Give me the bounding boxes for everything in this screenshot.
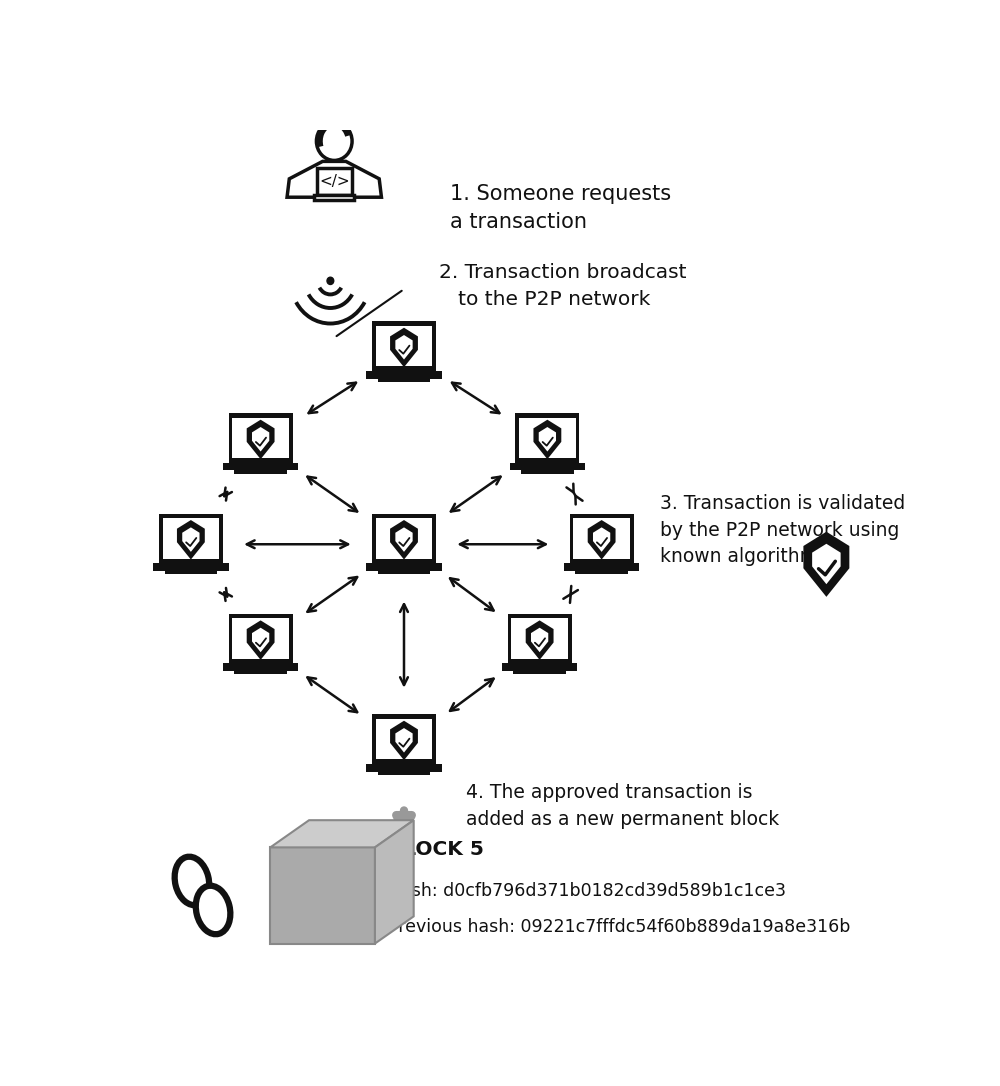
- Text: 1. Someone requests
a transaction: 1. Someone requests a transaction: [450, 185, 672, 232]
- Bar: [564, 563, 639, 571]
- Circle shape: [316, 122, 352, 161]
- Bar: [165, 571, 217, 573]
- Polygon shape: [177, 520, 205, 559]
- Bar: [376, 719, 432, 759]
- Bar: [232, 618, 289, 659]
- Bar: [515, 414, 579, 463]
- Bar: [372, 321, 436, 370]
- Polygon shape: [390, 520, 418, 559]
- Ellipse shape: [175, 857, 209, 906]
- Polygon shape: [395, 336, 413, 359]
- Bar: [153, 563, 229, 571]
- Bar: [317, 168, 352, 194]
- Polygon shape: [588, 520, 616, 559]
- Text: </>: </>: [319, 174, 350, 189]
- Bar: [502, 664, 577, 671]
- Polygon shape: [533, 419, 561, 459]
- Text: BLOCK 5: BLOCK 5: [388, 839, 484, 859]
- Bar: [314, 194, 354, 200]
- Ellipse shape: [196, 886, 230, 934]
- Bar: [163, 518, 219, 559]
- Polygon shape: [395, 728, 413, 753]
- Polygon shape: [812, 544, 841, 584]
- Bar: [378, 771, 430, 774]
- Bar: [508, 614, 572, 664]
- Text: 3. Transaction is validated
by the P2P network using
known algorithms: 3. Transaction is validated by the P2P n…: [660, 494, 905, 566]
- Text: 2. Transaction broadcast
   to the P2P network: 2. Transaction broadcast to the P2P netw…: [439, 263, 686, 308]
- Polygon shape: [247, 620, 275, 660]
- Bar: [521, 470, 574, 473]
- Bar: [511, 618, 568, 659]
- Polygon shape: [287, 162, 381, 198]
- Bar: [372, 715, 436, 763]
- Bar: [519, 417, 576, 458]
- Bar: [232, 417, 289, 458]
- Bar: [378, 379, 430, 381]
- Text: 4. The approved transaction is
added as a new permanent block: 4. The approved transaction is added as …: [466, 783, 779, 829]
- Polygon shape: [593, 528, 610, 552]
- Text: Previous hash: 09221c7fffdc54f60b889da19a8e316b: Previous hash: 09221c7fffdc54f60b889da19…: [388, 919, 851, 936]
- Polygon shape: [395, 528, 413, 552]
- Bar: [234, 671, 287, 674]
- Bar: [376, 518, 432, 559]
- Bar: [159, 514, 223, 563]
- Polygon shape: [270, 847, 375, 944]
- Bar: [234, 470, 287, 473]
- Polygon shape: [803, 532, 849, 597]
- Bar: [229, 414, 293, 463]
- Bar: [223, 463, 298, 470]
- Bar: [378, 571, 430, 573]
- Bar: [229, 614, 293, 664]
- Bar: [376, 326, 432, 366]
- Bar: [573, 518, 630, 559]
- Polygon shape: [252, 427, 269, 452]
- Bar: [513, 671, 566, 674]
- Polygon shape: [390, 328, 418, 367]
- Text: Hash: d0cfb796d371b0182cd39d589b1c1ce3: Hash: d0cfb796d371b0182cd39d589b1c1ce3: [388, 882, 786, 900]
- Bar: [366, 370, 442, 379]
- Polygon shape: [531, 628, 548, 653]
- Polygon shape: [247, 419, 275, 459]
- Polygon shape: [252, 628, 269, 653]
- Polygon shape: [526, 620, 554, 660]
- Bar: [570, 514, 634, 563]
- Bar: [575, 571, 628, 573]
- Polygon shape: [390, 721, 418, 760]
- Polygon shape: [539, 427, 556, 452]
- Polygon shape: [270, 820, 414, 847]
- Circle shape: [327, 277, 334, 285]
- Bar: [372, 514, 436, 563]
- Bar: [223, 664, 298, 671]
- Bar: [366, 763, 442, 771]
- Polygon shape: [182, 528, 200, 552]
- Polygon shape: [375, 820, 414, 944]
- Bar: [366, 563, 442, 571]
- Bar: [510, 463, 585, 470]
